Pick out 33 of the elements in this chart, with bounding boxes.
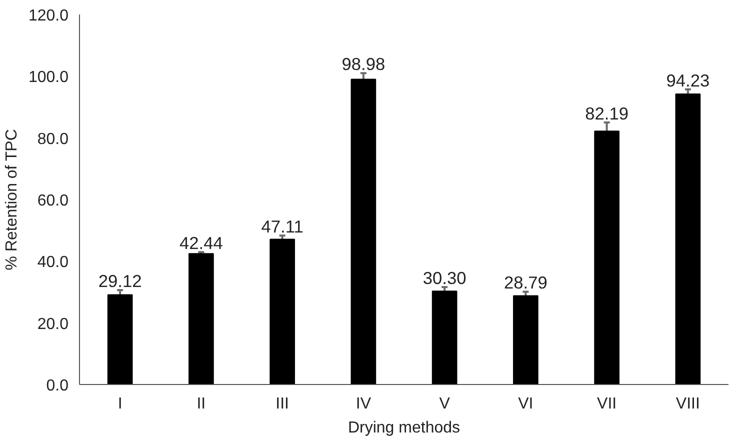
x-tick-label: VI [518,396,534,412]
data-label: 94.23 [666,70,710,90]
data-label: 98.98 [342,54,386,74]
y-tick-label: 80.0 [37,130,69,148]
data-label: 30.30 [422,268,466,288]
y-tick-label: 100.0 [28,69,69,86]
bar [594,130,620,384]
y-axis-title: % Retention of TPC [3,129,20,270]
y-tick-label: 120.0 [28,8,69,24]
bar [107,294,133,384]
data-label: 82.19 [585,103,629,124]
bar [350,78,376,384]
x-tick-label: IV [356,396,372,412]
bar [675,93,701,384]
x-tick-label: VII [597,396,617,412]
data-label: 29.12 [98,271,142,292]
bar [270,238,295,384]
x-tick-label: I [118,396,122,412]
bar [188,253,214,384]
x-axis-title: Drying methods [348,420,460,436]
x-tick-label: V [439,396,450,412]
y-tick-label: 20.0 [37,316,69,333]
bar [513,295,538,384]
bar [432,290,458,384]
y-tick-label: 60.0 [37,192,69,210]
y-tick-label: 0.0 [46,378,69,394]
x-tick-label: III [276,396,289,412]
x-tick-label: II [196,396,206,412]
y-tick-label: 40.0 [37,254,69,272]
x-tick-label: VIII [676,396,700,412]
data-label: 47.11 [261,216,304,237]
data-label: 42.44 [180,233,224,254]
data-label: 28.79 [504,272,548,293]
